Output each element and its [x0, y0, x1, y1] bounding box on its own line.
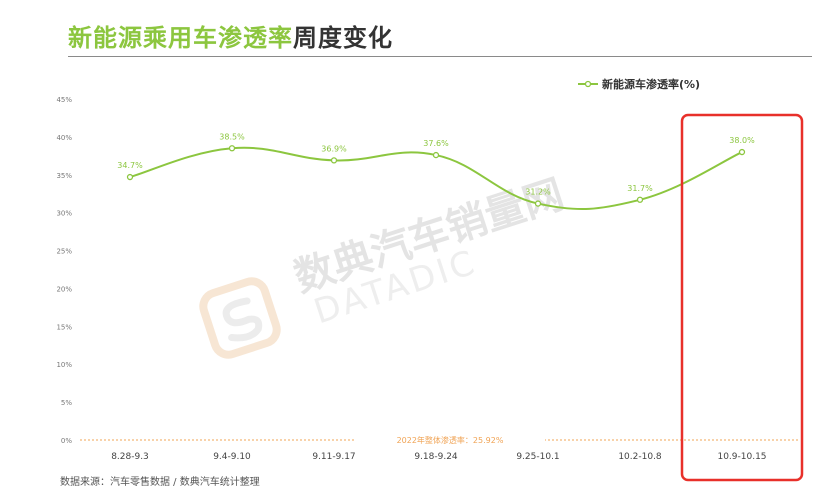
y-tick-label: 40% — [56, 134, 72, 142]
y-tick-label: 30% — [56, 210, 72, 218]
y-axis: 0% 5% 10% 15% 20% 25% 30% 35% 40% 45% — [56, 96, 72, 445]
x-tick-label: 9.11-9.17 — [312, 452, 355, 462]
x-tick-label: 9.4-9.10 — [213, 452, 251, 462]
data-label: 37.6% — [423, 139, 449, 148]
data-point — [636, 196, 644, 203]
data-label: 31.7% — [627, 184, 653, 193]
data-point — [126, 173, 134, 181]
data-label: 38.0% — [729, 136, 755, 145]
y-tick-label: 0% — [61, 437, 72, 445]
y-tick-label: 10% — [56, 361, 72, 369]
legend: 新能源车渗透率(%) — [578, 77, 700, 91]
data-label: 34.7% — [117, 161, 143, 170]
x-tick-label: 9.25-10.1 — [516, 452, 559, 462]
data-point — [534, 200, 542, 207]
reference-label-bg — [355, 434, 545, 446]
y-tick-label: 35% — [56, 172, 72, 180]
x-tick-label: 10.2-10.8 — [618, 452, 662, 462]
y-tick-label: 15% — [56, 323, 72, 331]
highlight-rect — [680, 113, 804, 482]
y-tick-label: 25% — [56, 248, 72, 256]
data-label: 31.2% — [525, 188, 551, 197]
reference-label: 2022年整体渗透率：25.92% — [397, 435, 504, 445]
x-tick-label: 9.18-9.24 — [414, 452, 458, 462]
legend-label: 新能源车渗透率(%) — [602, 77, 700, 91]
page-title: 新能源乘用车渗透率周度变化 — [68, 18, 393, 53]
data-source-note: 数据来源：汽车零售数据 / 数典汽车统计整理 — [60, 477, 260, 488]
legend-swatch-marker — [584, 80, 592, 88]
series-penetration: 34.7% 38.5% 36.9% 37.6% 31.2% 31.7% 38.0% — [117, 132, 755, 211]
data-point — [738, 148, 746, 156]
watermark-logo-frame — [199, 277, 281, 359]
title-green-part: 新能源乘用车渗透率 — [68, 24, 293, 52]
data-point — [432, 151, 440, 159]
x-tick-label: 10.9-10.15 — [717, 452, 766, 462]
y-tick-label: 20% — [56, 285, 72, 293]
y-tick-label: 5% — [61, 399, 72, 407]
highlight-box — [680, 113, 804, 482]
watermark-logo-s — [222, 297, 263, 342]
x-tick-label: 8.28-9.3 — [111, 452, 149, 462]
data-point — [330, 157, 338, 164]
title-dark-part: 周度变化 — [293, 24, 393, 52]
watermark-logo — [199, 277, 281, 359]
data-label: 36.9% — [321, 144, 347, 153]
title-divider — [68, 56, 812, 57]
x-axis: 8.28-9.3 9.4-9.10 9.11-9.17 9.18-9.24 9.25-1… — [111, 452, 766, 462]
data-label: 38.5% — [219, 132, 245, 141]
x-axis-baseline: 2022年整体渗透率：25.92% — [80, 434, 798, 446]
data-point — [228, 145, 236, 152]
y-tick-label: 45% — [56, 96, 72, 104]
